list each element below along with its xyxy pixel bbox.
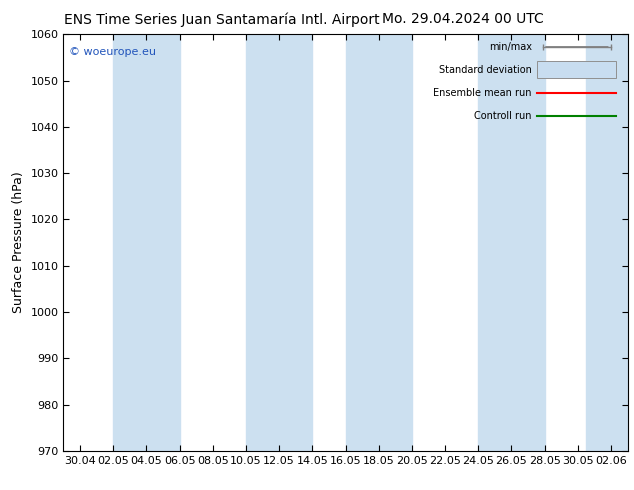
Bar [113,34,179,451]
Y-axis label: Surface Pressure (hPa): Surface Pressure (hPa) [12,172,25,314]
Bar [586,34,634,451]
Text: Ensemble mean run: Ensemble mean run [433,88,532,98]
Bar [346,34,412,451]
Text: Standard deviation: Standard deviation [439,65,532,74]
Bar [478,34,545,451]
Bar [246,34,313,451]
Text: © woeurope.eu: © woeurope.eu [69,47,156,57]
FancyBboxPatch shape [538,61,616,78]
Text: Controll run: Controll run [474,111,532,121]
Text: min/max: min/max [489,42,532,52]
Text: ENS Time Series Juan Santamaría Intl. Airport: ENS Time Series Juan Santamaría Intl. Ai… [64,12,380,27]
Text: Mo. 29.04.2024 00 UTC: Mo. 29.04.2024 00 UTC [382,12,544,26]
